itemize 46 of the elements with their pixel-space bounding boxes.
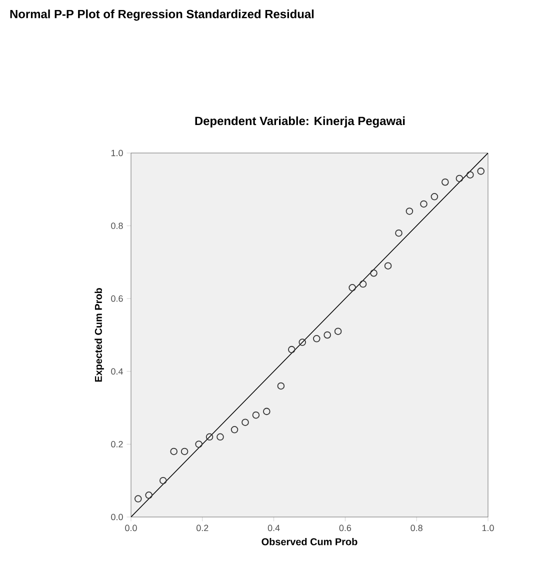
point <box>370 269 378 277</box>
point <box>395 229 402 237</box>
point <box>206 433 214 441</box>
x-tick-label: 0.0 <box>125 524 137 532</box>
chart-title: Normal P-P Plot of Regression Standardized Residual <box>10 10 314 21</box>
y-tick-label: 0.2 <box>111 441 123 448</box>
point <box>384 262 392 270</box>
x-tick-label: 0.6 <box>339 524 352 532</box>
point <box>359 280 367 288</box>
point <box>180 448 188 456</box>
point <box>170 448 178 456</box>
x-tick-label: 0.8 <box>410 524 422 532</box>
point <box>159 476 167 484</box>
point <box>334 328 342 335</box>
x-tick-label: 1.0 <box>482 524 494 532</box>
point <box>313 335 320 342</box>
point <box>324 331 331 339</box>
point <box>145 492 152 499</box>
point <box>298 338 306 346</box>
point <box>230 426 238 434</box>
point <box>420 200 428 208</box>
point <box>430 193 438 200</box>
y-tick-label: 0.4 <box>111 368 123 375</box>
y-axis-title: Expected Cum Prob <box>94 288 104 382</box>
point <box>263 408 270 416</box>
point <box>288 346 296 354</box>
x-axis-title: Observed Cum Prob <box>262 538 358 546</box>
x-tick-label: 0.4 <box>268 524 280 532</box>
point <box>277 382 285 390</box>
chart-subtitle: Dependent Variable: Kinerja Pegawai <box>195 116 405 128</box>
y-tick-label: 0.8 <box>111 222 123 229</box>
point <box>134 495 142 502</box>
point <box>242 418 249 426</box>
point <box>456 174 464 182</box>
point <box>195 440 202 448</box>
point <box>348 284 356 292</box>
point <box>466 171 474 178</box>
point <box>477 168 484 175</box>
y-tick-label: 1.0 <box>111 150 123 156</box>
point <box>442 178 449 186</box>
point <box>406 208 414 215</box>
y-tick-label: 0.0 <box>111 514 123 520</box>
point <box>252 411 260 419</box>
point <box>216 433 224 441</box>
y-tick-label: 0.6 <box>111 295 123 302</box>
x-tick-label: 0.2 <box>196 524 208 532</box>
